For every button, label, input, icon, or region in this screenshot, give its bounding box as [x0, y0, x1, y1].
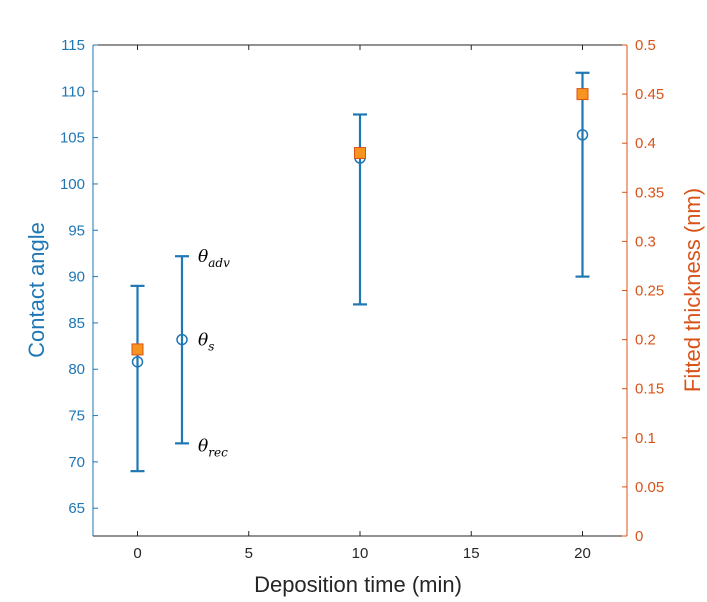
contact-angle-errorbars [130, 71, 590, 473]
y-axis-right: 0 0.05 0.1 0.15 0.2 0.25 0.3 0.35 0.4 0.45 0.5 [622, 37, 664, 545]
y-axis-left-title: Contact angle [24, 222, 49, 358]
y-left-tick-label: 115 [61, 37, 85, 54]
x-tick-label: 10 [352, 545, 369, 562]
y-right-tick-label: 0.05 [635, 479, 664, 496]
contact-angle-errorbar [575, 71, 590, 278]
contact-angle-errorbar [353, 113, 367, 306]
x-tick-label: 5 [245, 545, 253, 562]
x-tick-label: 0 [133, 545, 141, 562]
y-right-tick-label: 0.3 [635, 233, 656, 250]
annotation-theta-rec: θrec [198, 436, 228, 459]
contact-angle-point [176, 333, 188, 346]
thickness-markers [131, 88, 589, 356]
y-right-tick-label: 0.4 [635, 135, 656, 152]
legend-example-errorbar [175, 255, 189, 445]
y-left-tick-label: 100 [60, 176, 85, 193]
x-tick-label: 20 [574, 545, 591, 562]
annotation-theta-adv: θadv [198, 247, 230, 270]
y-right-tick-label: 0 [635, 528, 643, 545]
y-right-tick-label: 0.5 [635, 37, 656, 54]
y-left-tick-label: 90 [68, 269, 85, 286]
y-left-tick-label: 70 [68, 454, 85, 471]
y-right-tick-label: 0.15 [635, 381, 664, 398]
y-axis-left: 65 70 75 80 85 90 95 100 105 110 115 [60, 37, 98, 517]
y-right-tick-label: 0.25 [635, 283, 664, 300]
thickness-point [354, 147, 366, 160]
y-left-tick-label: 85 [68, 315, 85, 332]
x-axis-title: Deposition time (min) [254, 572, 462, 597]
y-left-tick-label: 105 [60, 130, 85, 147]
y-axis-right-title: Fitted thickness (nm) [680, 188, 705, 392]
y-right-tick-label: 0.45 [635, 86, 664, 103]
y-right-tick-label: 0.2 [635, 332, 656, 349]
y-left-tick-label: 75 [68, 408, 85, 425]
contact-angle-errorbar [130, 284, 145, 473]
y-right-tick-label: 0.1 [635, 430, 656, 447]
annotations: θadv θs θrec [198, 247, 230, 459]
y-left-tick-label: 65 [68, 500, 85, 517]
contact-angle-point [131, 356, 144, 368]
y-left-tick-label: 110 [61, 83, 85, 100]
x-axis: 0 5 10 15 20 [133, 45, 591, 562]
y-left-tick-label: 95 [68, 222, 85, 239]
contact-angle-point [576, 129, 589, 141]
thickness-point [576, 88, 589, 101]
thickness-point [131, 343, 144, 356]
y-left-tick-label: 80 [68, 361, 85, 378]
annotation-theta-s: θs [198, 331, 214, 354]
y-right-tick-label: 0.35 [635, 184, 664, 201]
x-tick-label: 15 [463, 545, 480, 562]
